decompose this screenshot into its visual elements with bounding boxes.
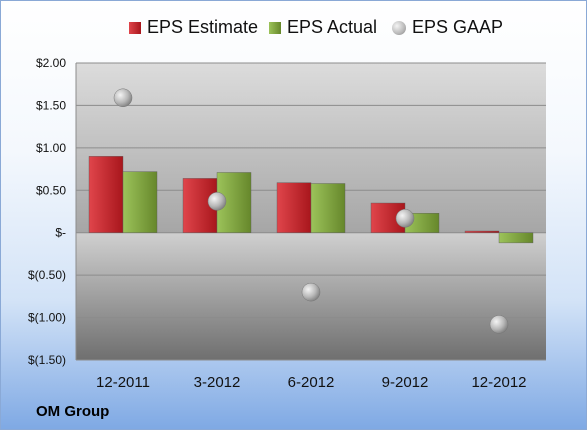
legend-item: EPS Actual (269, 17, 377, 38)
x-tick-label: 3-2012 (194, 374, 241, 391)
legend-label: EPS GAAP (412, 17, 504, 37)
y-tick-label: $(0.50) (28, 268, 66, 282)
x-tick-label: 9-2012 (382, 374, 429, 391)
x-tick-label: 12-2012 (471, 374, 526, 391)
point-eps-gaap (207, 192, 227, 211)
company-name: OM Group (36, 403, 110, 420)
point-eps-gaap (301, 282, 321, 302)
point-eps-gaap (113, 88, 133, 108)
y-tick-label: $1.00 (36, 141, 66, 155)
y-tick-label: $- (55, 226, 66, 240)
legend-label: EPS Estimate (147, 17, 259, 37)
point-eps-gaap (395, 209, 415, 228)
y-tick-label: $(1.00) (28, 311, 66, 325)
bar-eps-actual (122, 171, 158, 233)
legend: EPS Estimate EPS Actual EPS GAAP (1, 17, 586, 41)
legend-swatch (269, 21, 281, 34)
bar-eps-estimate (276, 182, 312, 233)
x-tick-label: 12-2011 (96, 374, 150, 391)
bar-eps-actual (310, 183, 346, 233)
bar-eps-estimate (464, 230, 500, 233)
x-tick-label: 6-2012 (288, 374, 335, 391)
y-tick-label: $0.50 (36, 183, 66, 197)
bar-eps-estimate (88, 156, 124, 233)
y-tick-label: $2.00 (36, 56, 66, 70)
y-tick-label: $(1.50) (28, 353, 66, 367)
legend-label: EPS Actual (287, 17, 378, 37)
legend-item: EPS Estimate (129, 17, 258, 38)
point-eps-gaap (489, 315, 509, 334)
y-tick-label: $1.50 (36, 98, 66, 112)
legend-swatch (129, 21, 141, 34)
bar-eps-actual (498, 232, 534, 244)
legend-swatch (392, 20, 406, 35)
legend-item: EPS GAAP (392, 17, 503, 38)
